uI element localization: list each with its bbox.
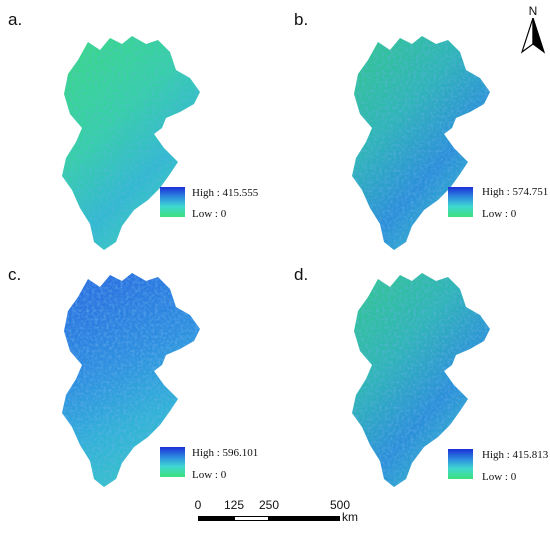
panel-label: b. — [294, 10, 309, 29]
map-panel-b: b. High : 574.751 Low : 0 — [290, 0, 550, 250]
legend-low: Low : 0 — [482, 471, 517, 483]
legend-low: Low : 0 — [482, 208, 517, 220]
scale-segment — [269, 516, 340, 521]
map-panel-a: a. High : 415.555 Low : 0 — [0, 0, 270, 250]
legend-color-ramp — [448, 449, 473, 479]
legend-high: High : 415.555 — [192, 187, 259, 199]
north-arrow-icon — [520, 18, 546, 54]
map-panel-c: c. High : 596.101 Low : 0 — [0, 255, 270, 495]
panel-label: c. — [8, 265, 22, 284]
legend-high: High : 596.101 — [192, 447, 259, 459]
legend-color-ramp — [448, 187, 473, 217]
panel-label: a. — [8, 10, 23, 29]
region-map — [352, 36, 490, 250]
panel-label: d. — [294, 265, 309, 284]
scale-segment — [234, 516, 269, 521]
legend-low: Low : 0 — [192, 469, 227, 481]
scale-tick: 125 — [223, 498, 245, 512]
scale-tick: 250 — [258, 498, 280, 512]
region-map — [62, 273, 200, 487]
scale-bar — [198, 516, 340, 521]
scale-segment — [198, 516, 234, 521]
north-letter: N — [528, 4, 538, 18]
region-map — [352, 273, 490, 487]
legend-color-ramp — [160, 187, 185, 217]
legend-low: Low : 0 — [192, 208, 227, 220]
legend-high: High : 574.751 — [482, 186, 549, 198]
scale-tick: 0 — [194, 498, 202, 512]
legend-high: High : 415.813 — [482, 449, 549, 461]
north-arrow: N — [520, 4, 546, 54]
map-panel-d: d. High : 415.813 Low : 0 — [290, 255, 550, 495]
region-map — [62, 36, 200, 250]
scale-tick: 500 — [329, 498, 351, 512]
scale-unit: km — [342, 510, 358, 524]
legend-color-ramp — [160, 447, 185, 477]
